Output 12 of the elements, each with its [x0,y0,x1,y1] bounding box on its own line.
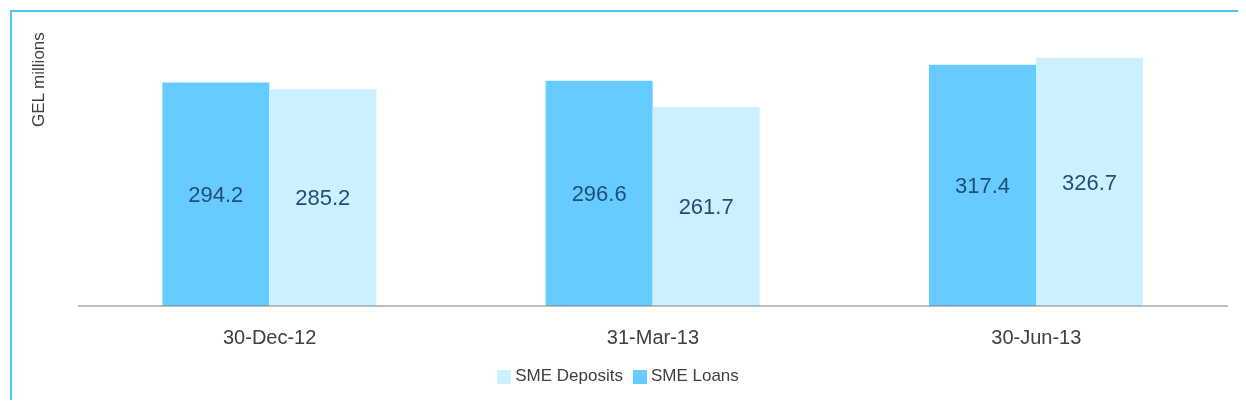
data-label: 317.4 [954,173,1011,199]
data-label: 261.7 [678,194,734,220]
x-tick-label: 30-Jun-13 [991,326,1082,349]
y-axis-title: GEL millions [29,32,49,127]
data-label: 285.2 [295,185,351,211]
x-tick-label: 30-Dec-12 [222,326,317,349]
legend-label: SME Loans [650,366,739,385]
x-tick-label: 31-Mar-13 [606,326,700,349]
data-label: 296.6 [571,181,627,207]
data-label: 294.2 [188,182,244,208]
legend-label: SME Deposits [515,366,623,385]
data-label: 326.7 [1061,169,1118,195]
